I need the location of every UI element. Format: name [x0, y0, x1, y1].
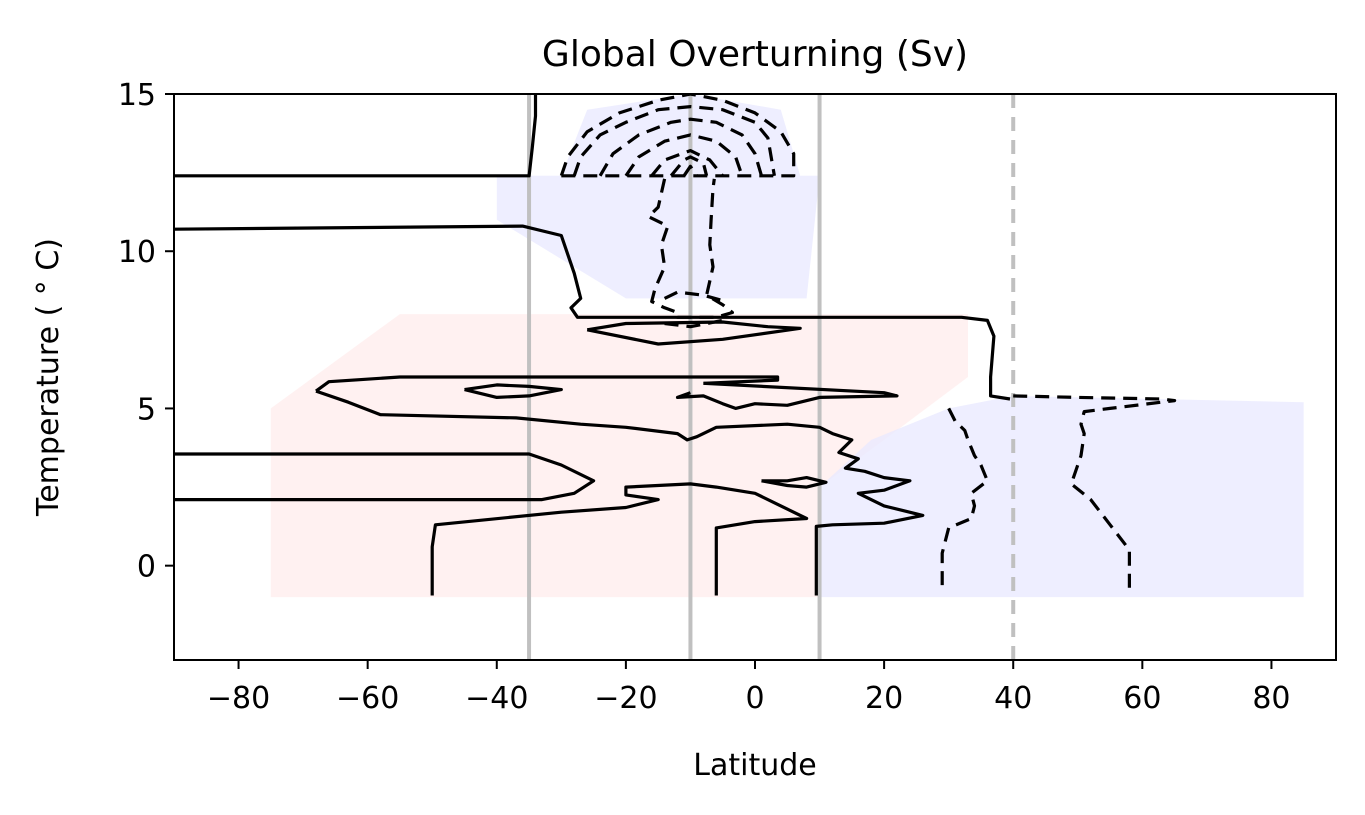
x-tick-label: 20	[865, 681, 903, 716]
x-tick-label: −20	[594, 681, 657, 716]
contour-negative-18	[663, 290, 727, 304]
contour-positive-9	[761, 476, 828, 489]
contour-lines	[174, 94, 1177, 596]
contour-negative-15	[669, 155, 709, 177]
contour-negative-21	[940, 407, 990, 588]
contour-negative-14	[650, 149, 724, 177]
contour-positive-1	[174, 224, 1011, 401]
contour-positive-3	[315, 375, 780, 393]
filled-region-positive-0	[270, 314, 968, 598]
contour-negative-20	[1013, 394, 1177, 588]
contour-positive-5	[675, 381, 899, 410]
contour-negative-13	[624, 133, 744, 177]
contour-positive-2	[174, 452, 596, 502]
filled-region-negative-1	[819, 395, 1304, 598]
contour-positive-7	[586, 320, 802, 346]
contour-negative-10	[559, 94, 796, 178]
y-axis-label: Temperature ( ° C)	[31, 238, 66, 517]
contour-negative-19	[664, 318, 724, 329]
chart-title: Global Overturning (Sv)	[542, 34, 968, 75]
x-tick-label: −60	[336, 681, 399, 716]
y-axis-ticks: 0 5 10 15	[118, 78, 174, 585]
y-tick-label: 15	[118, 78, 156, 113]
y-tick-label: 0	[137, 550, 156, 585]
x-tick-label: 0	[745, 681, 764, 716]
y-tick-label: 5	[137, 392, 156, 427]
x-tick-label: −40	[465, 681, 528, 716]
contour-negative-17	[646, 178, 735, 319]
contour-positive-8	[430, 482, 809, 596]
contour-negative-12	[598, 117, 764, 177]
x-tick-label: 60	[1123, 681, 1161, 716]
filled-region-negative-3	[496, 175, 820, 299]
x-tick-label: 40	[994, 681, 1032, 716]
y-tick-label: 10	[118, 235, 156, 270]
contour-negative-16	[682, 164, 699, 177]
x-tick-label: 80	[1252, 681, 1290, 716]
filled-contours	[270, 94, 1304, 598]
contour-negative-11	[572, 104, 776, 177]
x-axis-ticks: −80 −60 −40 −20 0 20 40 60 80	[207, 660, 1291, 716]
contour-positive-0	[174, 94, 538, 178]
x-tick-label: −80	[207, 681, 270, 716]
x-axis-label: Latitude	[693, 748, 816, 783]
filled-region-negative-2	[561, 94, 801, 176]
contour-positive-6	[464, 383, 563, 399]
contour-positive-4	[315, 389, 925, 596]
